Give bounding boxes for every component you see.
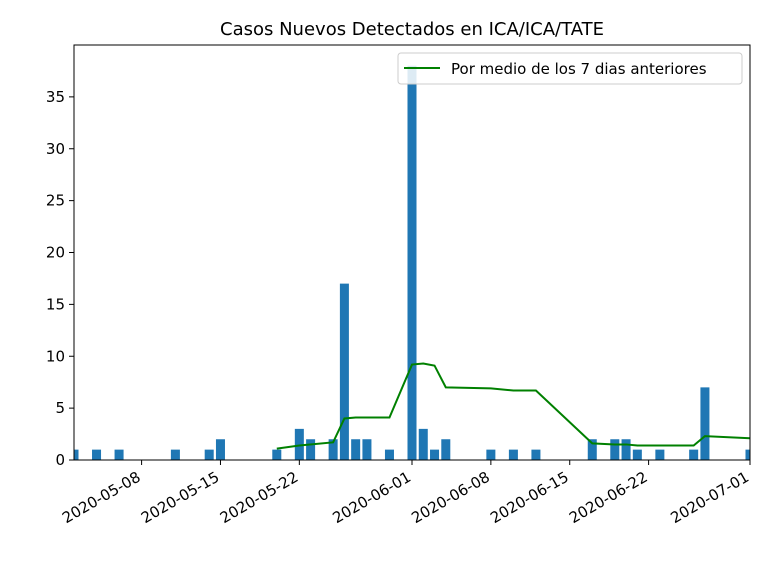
bar-2020-05-04 [92,449,102,460]
legend-label: Por medio de los 7 dias anteriores [451,60,707,78]
bar-2020-06-01 [407,65,417,460]
bar-2020-05-30 [384,449,394,460]
bar-2020-07-01 [745,449,750,460]
legend: Por medio de los 7 dias anteriores [397,52,743,85]
bar-2020-05-02 [74,449,79,460]
y-tick-label: 35 [46,88,65,106]
x-tick-label: 2020-06-01 [329,468,414,527]
bar-2020-06-19 [610,439,620,460]
bar-2020-05-25 [328,439,338,460]
chart-title: Casos Nuevos Detectados en ICA/ICA/TATE [220,19,604,40]
bar-2020-06-17 [587,439,597,460]
x-tick-label: 2020-05-15 [138,468,223,527]
x-tick-label: 2020-06-15 [487,468,572,527]
moving-average-layer [276,362,751,450]
x-tick-label: 2020-05-08 [59,468,144,527]
x-tick-label: 2020-06-08 [408,468,493,527]
bar-2020-06-12 [531,449,541,460]
bar-2020-05-26 [339,283,349,460]
bar-2020-05-27 [351,439,361,460]
x-tick-label: 2020-07-01 [667,468,752,527]
y-tick-label: 25 [46,192,65,210]
bar-2020-06-23 [655,449,665,460]
bar-2020-06-08 [486,449,496,460]
bar-2020-06-04 [441,439,451,460]
bar-2020-05-28 [362,439,372,460]
bar-2020-05-14 [204,449,214,460]
legend-box [397,52,743,85]
y-tick-label: 20 [46,244,65,262]
bar-2020-05-11 [170,449,180,460]
x-tick-label: 2020-05-22 [217,468,302,527]
bar-2020-06-02 [418,428,428,460]
bar-2020-05-15 [215,439,225,460]
bar-2020-06-21 [632,449,642,460]
y-tick-label: 10 [46,347,65,365]
bar-2020-06-26 [689,449,699,460]
y-tick-label: 30 [46,140,65,158]
y-tick-label: 0 [55,451,65,469]
bar-2020-06-03 [430,449,440,460]
bar-2020-05-23 [306,439,316,460]
bar-2020-06-27 [700,387,710,460]
y-axis: 0 5 10 15 20 25 30 35 [46,88,74,469]
bar-2020-05-06 [114,449,124,460]
y-tick-label: 5 [55,399,65,417]
x-tick-label: 2020-06-22 [566,468,651,527]
bar-2020-06-20 [621,439,631,460]
bars-group [74,65,750,460]
bar-2020-05-20 [272,449,282,460]
series-line-0 [276,362,751,450]
y-tick-label: 15 [46,295,65,313]
bar-2020-06-10 [508,449,518,460]
bar-2020-05-22 [294,428,304,460]
